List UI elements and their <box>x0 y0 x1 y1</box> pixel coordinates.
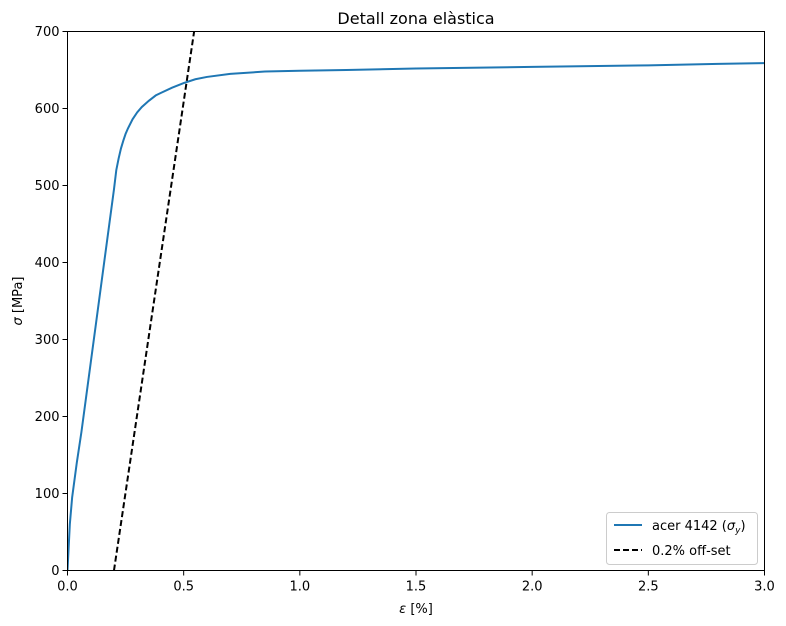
legend-box <box>606 512 758 565</box>
y-tick-label: 700 <box>35 25 60 40</box>
x-tick-label: 0.0 <box>57 580 78 595</box>
x-axis-label: ε [%] <box>399 602 433 617</box>
legend-sigma: σ <box>727 519 736 534</box>
y-tick-label: 600 <box>35 102 60 117</box>
y-axis-ticks: 0 100 200 300 400 500 600 700 <box>35 25 68 579</box>
y-tick-label: 500 <box>35 179 60 194</box>
legend-label-acer-4142: acer 4142 (σy) <box>652 519 746 536</box>
y-tick-label: 0 <box>51 564 59 579</box>
legend-suffix: ) <box>740 519 745 534</box>
series-line-0 <box>67 62 765 571</box>
x-tick-label: 2.0 <box>522 580 543 595</box>
y-tick-label: 100 <box>35 487 60 502</box>
x-tick-label: 1.0 <box>289 580 310 595</box>
y-tick-label: 400 <box>35 256 60 271</box>
y-axis-label: σ [MPa] <box>11 277 26 326</box>
y-tick-label: 200 <box>35 410 60 425</box>
legend: acer 4142 (σy) 0.2% off-set <box>606 512 758 565</box>
legend-label-offset: 0.2% off-set <box>652 544 731 559</box>
x-axis-unit: [%] <box>406 602 433 617</box>
x-tick-label: 2.5 <box>638 580 659 595</box>
series-line-1 <box>112 31 196 571</box>
x-axis-ticks: 0.0 0.5 1.0 1.5 2.0 2.5 3.0 <box>57 570 775 595</box>
chart-title: Detall zona elàstica <box>337 9 494 28</box>
series-layer <box>67 31 765 571</box>
legend-subscript: y <box>734 526 741 536</box>
y-tick-label: 300 <box>35 333 60 348</box>
y-axis-unit: [MPa] <box>11 277 26 318</box>
legend-prefix: acer 4142 ( <box>652 519 727 534</box>
x-tick-label: 1.5 <box>406 580 427 595</box>
y-axis-symbol: σ <box>11 316 26 325</box>
x-tick-label: 0.5 <box>173 580 194 595</box>
x-axis-symbol: ε <box>399 602 406 617</box>
x-tick-label: 3.0 <box>754 580 775 595</box>
